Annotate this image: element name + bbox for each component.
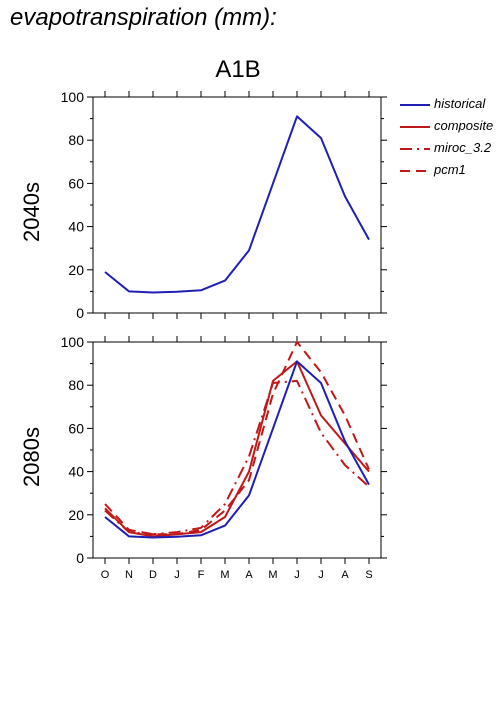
legend-item-composite: composite xyxy=(398,118,501,140)
legend-item-miroc: miroc_3.2 xyxy=(398,140,501,162)
x-tick-label: O xyxy=(101,569,110,581)
x-tick-label: M xyxy=(268,569,277,581)
figure-title: evapotranspiration (mm): xyxy=(10,4,277,31)
legend-swatch-historical xyxy=(400,104,430,106)
x-tick-label: A xyxy=(341,569,349,581)
y-tick-label: 80 xyxy=(68,377,84,393)
x-tick-label: F xyxy=(198,569,205,581)
legend-swatch-miroc xyxy=(400,148,430,150)
x-tick-label: S xyxy=(365,569,372,581)
legend-label-composite: composite xyxy=(434,118,494,133)
y-tick-label: 40 xyxy=(68,464,84,480)
legend-swatch-pcm1 xyxy=(400,170,430,172)
y-tick-label: 40 xyxy=(68,219,84,235)
legend-label-miroc: miroc_3.2 xyxy=(434,140,492,155)
y-tick-label: 0 xyxy=(76,550,84,566)
y-tick-label: 0 xyxy=(76,305,84,321)
y-axis-label: 2040s xyxy=(19,182,44,242)
y-tick-label: 60 xyxy=(68,175,84,191)
x-tick-label: M xyxy=(220,569,229,581)
y-tick-label: 60 xyxy=(68,420,84,436)
x-tick-label: J xyxy=(318,569,324,581)
x-tick-label: A xyxy=(245,569,253,581)
x-tick-label: D xyxy=(149,569,157,581)
y-tick-label: 100 xyxy=(61,89,85,105)
legend-item-historical: historical xyxy=(398,96,501,118)
x-tick-label: J xyxy=(294,569,300,581)
series-line-composite xyxy=(104,360,370,538)
legend: historical composite miroc_3.2 pcm1 xyxy=(398,96,501,184)
legend-swatch-composite xyxy=(400,126,430,128)
y-tick-label: 100 xyxy=(61,334,85,350)
y-tick-label: 20 xyxy=(68,262,84,278)
series-line-pcm1 xyxy=(104,341,370,536)
x-tick-label: N xyxy=(125,569,133,581)
scenario-title: A1B xyxy=(215,56,261,83)
series-line-historical xyxy=(104,360,370,539)
y-axis-label: 2080s xyxy=(19,427,44,487)
plot-frame-0 xyxy=(92,96,382,314)
y-tick-label: 20 xyxy=(68,507,84,523)
legend-item-pcm1: pcm1 xyxy=(398,162,501,184)
x-tick-label: J xyxy=(174,569,180,581)
legend-label-historical: historical xyxy=(434,96,486,111)
plot-frame-1 xyxy=(92,341,382,559)
legend-label-pcm1: pcm1 xyxy=(434,162,466,177)
series-line-historical xyxy=(104,115,370,294)
y-tick-label: 80 xyxy=(68,132,84,148)
